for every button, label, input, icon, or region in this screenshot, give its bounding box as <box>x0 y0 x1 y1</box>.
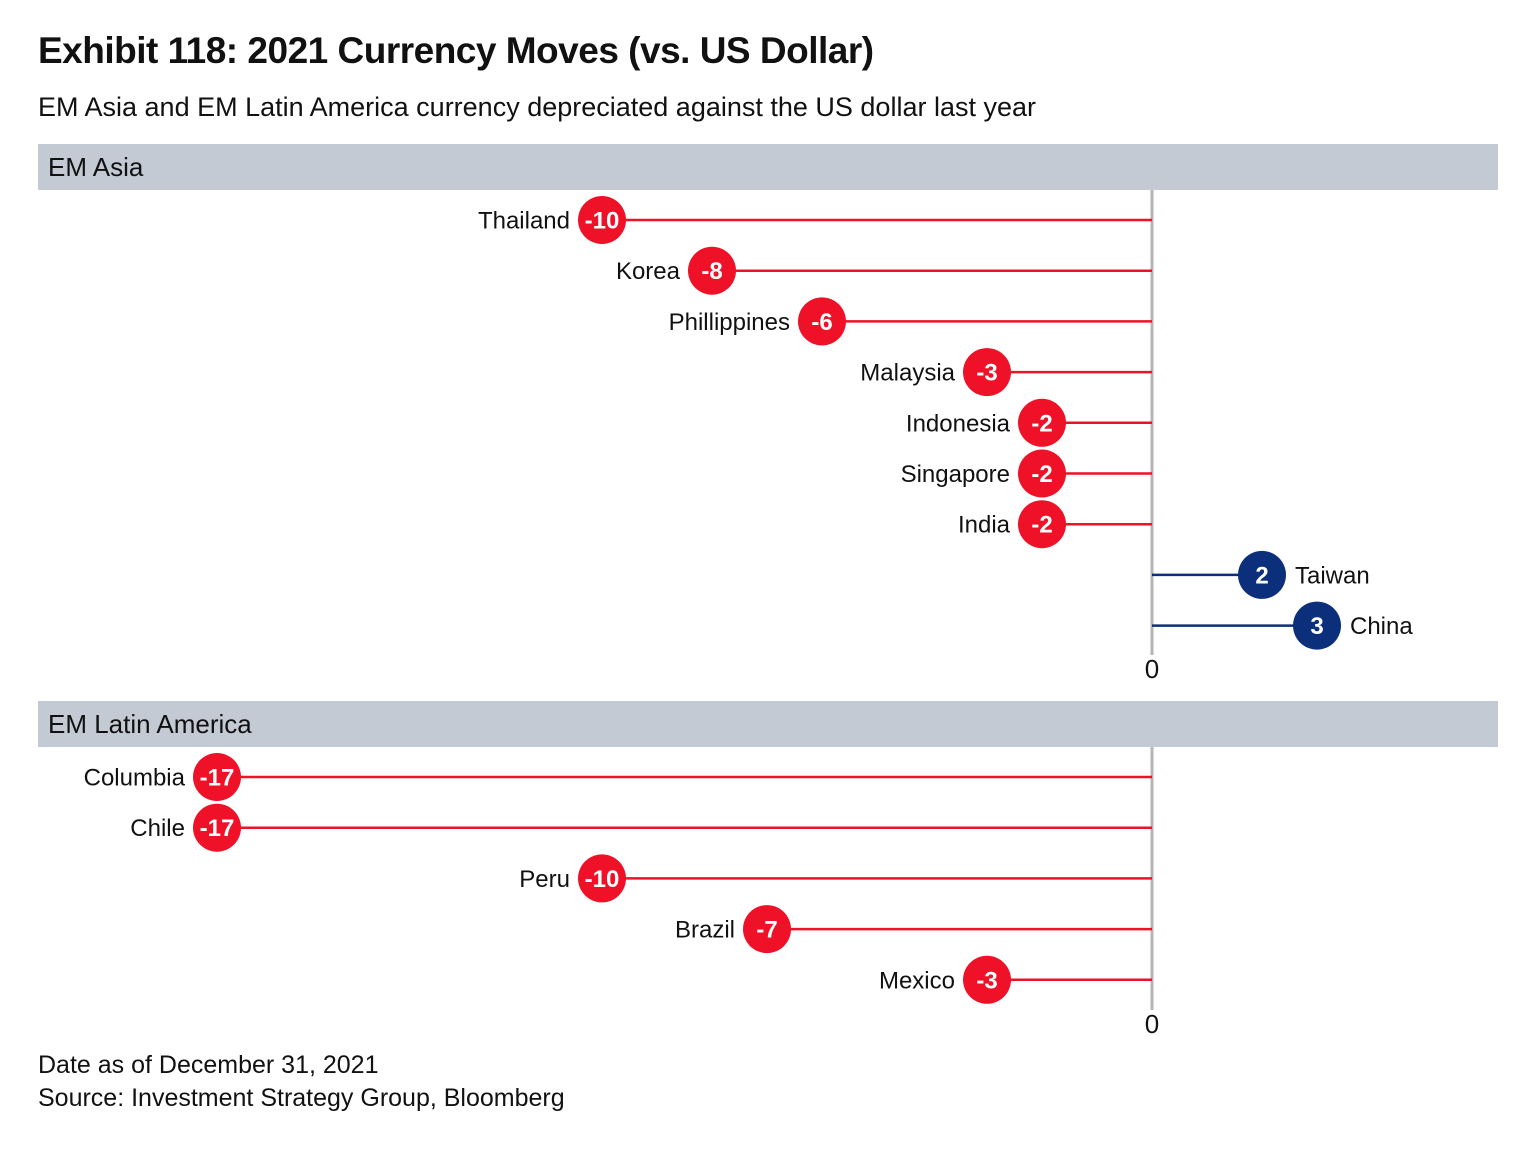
category-label: Mexico <box>879 967 955 994</box>
data-label: -10 <box>585 208 620 235</box>
footnote-source: Source: Investment Strategy Group, Bloom… <box>38 1084 565 1112</box>
category-label: India <box>958 512 1011 539</box>
category-label: Brazil <box>675 917 735 944</box>
lollipop-indonesia: -2 Indonesia <box>906 398 1152 447</box>
lollipop-marker <box>1293 601 1341 650</box>
lollipop-brazil: -7 Brazil <box>675 905 1152 954</box>
category-label: Indonesia <box>906 410 1011 437</box>
data-label: -8 <box>701 258 722 285</box>
data-label: -3 <box>976 360 997 387</box>
lollipop-taiwan: 2 Taiwan <box>1152 550 1370 599</box>
data-label: -17 <box>200 815 235 842</box>
chart-subtitle: EM Asia and EM Latin America currency de… <box>38 92 1036 122</box>
category-label: Peru <box>519 866 570 893</box>
data-label: -6 <box>811 309 832 336</box>
category-label: Chile <box>130 815 185 842</box>
category-label: Phillippines <box>669 309 790 336</box>
x-tick-label: 0 <box>1145 654 1159 684</box>
lollipop-korea: -8 Korea <box>616 246 1152 295</box>
panel-em-asia: 0 -10 Thailand -8 Korea -6 Phillippines -3 Malay… <box>478 190 1413 684</box>
footnote-date: Date as of December 31, 2021 <box>38 1051 379 1079</box>
data-label: -10 <box>585 866 620 893</box>
data-label: -17 <box>200 765 235 792</box>
data-label: -2 <box>1031 461 1052 488</box>
data-label: -2 <box>1031 512 1052 539</box>
category-label: Thailand <box>478 208 570 235</box>
lollipop-chile: -17 Chile <box>130 803 1152 852</box>
lollipop-marker <box>963 955 1011 1004</box>
lollipop-marker <box>578 196 626 244</box>
lollipop-marker <box>1238 550 1286 599</box>
lollipop-marker <box>193 753 241 801</box>
lollipop-peru: -10 Peru <box>519 854 1152 903</box>
panel-header-em-latin-america: EM Latin America <box>38 701 1498 747</box>
lollipop-india: -2 India <box>958 500 1152 549</box>
panel-header-em-asia: EM Asia <box>38 144 1498 190</box>
footnote: Date as of December 31, 2021 Source: Inv… <box>38 1049 565 1115</box>
lollipop-singapore: -2 Singapore <box>901 449 1152 498</box>
data-label: -2 <box>1031 410 1052 437</box>
data-label: 3 <box>1310 613 1323 640</box>
x-tick-label: 0 <box>1145 1009 1159 1039</box>
lollipop-marker <box>743 905 791 954</box>
lollipop-china: 3 China <box>1152 601 1413 650</box>
lollipop-mexico: -3 Mexico <box>879 955 1152 1004</box>
category-label: Singapore <box>901 461 1010 488</box>
lollipop-phillippines: -6 Phillippines <box>669 297 1152 346</box>
data-label: -7 <box>756 917 777 944</box>
lollipop-marker <box>1018 449 1066 498</box>
category-label: Taiwan <box>1295 562 1370 589</box>
data-label: -3 <box>976 967 997 994</box>
panel-em-latin-america: 0 -17 Columbia -17 Chile -10 Peru -7 Brazil -3 Mex… <box>84 747 1159 1039</box>
lollipop-marker <box>688 246 736 295</box>
lollipop-columbia: -17 Columbia <box>84 753 1152 801</box>
lollipop-marker <box>193 803 241 852</box>
category-label: Malaysia <box>860 360 955 387</box>
category-label: Columbia <box>84 765 186 792</box>
lollipop-marker <box>578 854 626 903</box>
lollipop-marker <box>1018 398 1066 447</box>
lollipop-marker <box>963 348 1011 397</box>
category-label: Korea <box>616 258 681 285</box>
lollipop-marker <box>798 297 846 346</box>
lollipop-malaysia: -3 Malaysia <box>860 348 1152 397</box>
data-label: 2 <box>1255 562 1268 589</box>
lollipop-marker <box>1018 500 1066 549</box>
lollipop-thailand: -10 Thailand <box>478 196 1152 244</box>
chart-title: Exhibit 118: 2021 Currency Moves (vs. US… <box>38 30 874 71</box>
category-label: China <box>1350 613 1413 640</box>
